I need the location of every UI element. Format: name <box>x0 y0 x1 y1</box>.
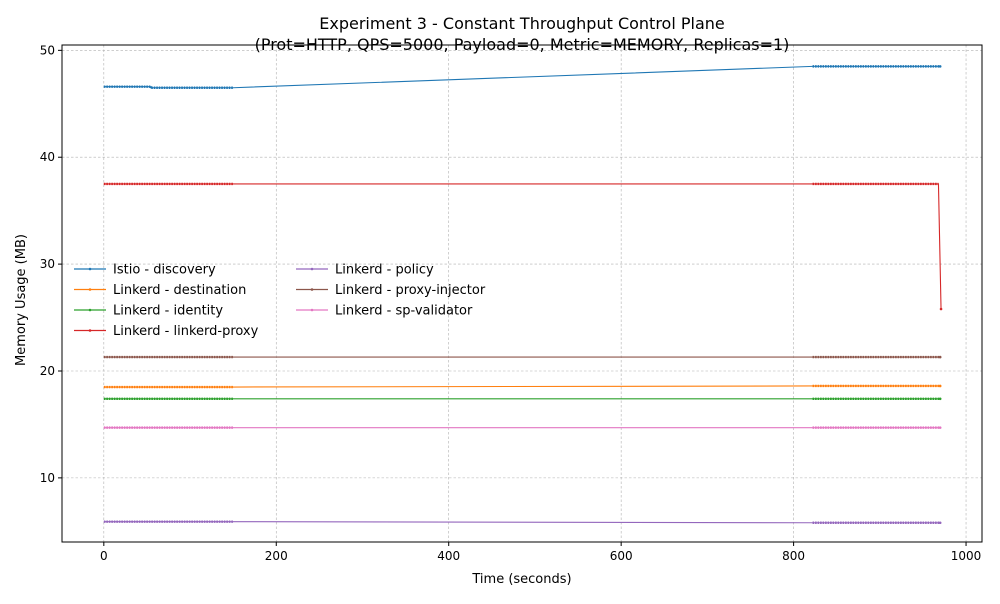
legend-item: Linkerd - identity <box>74 304 223 319</box>
legend-marker <box>88 288 92 291</box>
x-tick-label: 1000 <box>951 549 982 563</box>
legend-item: Linkerd - policy <box>296 263 434 278</box>
x-tick-label: 200 <box>265 549 288 563</box>
series-markers <box>149 85 153 89</box>
series-0 <box>103 65 942 89</box>
legend-marker <box>310 288 314 291</box>
y-tick-label: 40 <box>40 150 55 164</box>
legend-marker <box>88 308 92 312</box>
legend-label: Linkerd - sp-validator <box>335 304 473 319</box>
series-2 <box>103 397 942 401</box>
y-tick-label: 30 <box>40 257 55 271</box>
legend-marker <box>88 267 92 271</box>
legend-item: Linkerd - destination <box>74 283 246 298</box>
legend-item: Linkerd - proxy-injector <box>296 283 486 298</box>
series-4 <box>103 520 942 525</box>
series-lines <box>103 65 943 525</box>
legend-item: Linkerd - sp-validator <box>296 304 473 319</box>
legend-marker <box>88 329 92 332</box>
axis-ticks: 0 200 400 600 800 1000 10 20 30 40 50 <box>40 43 982 563</box>
legend-label: Linkerd - policy <box>335 263 434 278</box>
legend-label: Linkerd - destination <box>113 283 246 298</box>
chart-subtitle: (Prot=HTTP, QPS=5000, Payload=0, Metric=… <box>255 35 790 54</box>
series-3 <box>103 182 943 311</box>
series-point <box>938 65 942 68</box>
legend-item: Istio - discovery <box>74 263 216 278</box>
x-tick-label: 600 <box>610 549 633 563</box>
legend-label: Istio - discovery <box>113 263 216 278</box>
series-5 <box>103 355 942 359</box>
y-axis-label: Memory Usage (MB) <box>14 234 29 366</box>
series-point <box>938 355 942 359</box>
x-tick-label: 800 <box>782 549 805 563</box>
grid <box>62 45 982 542</box>
chart-title: Experiment 3 - Constant Throughput Contr… <box>319 14 725 33</box>
series-point <box>938 521 942 525</box>
series-point <box>938 384 942 388</box>
plot-frame <box>61 44 983 543</box>
legend: Istio - discovery Linkerd - destination Li… <box>74 263 486 339</box>
series-point <box>938 426 942 429</box>
legend-label: Linkerd - proxy-injector <box>335 283 486 298</box>
x-tick-label: 400 <box>437 549 460 563</box>
legend-marker <box>310 267 314 271</box>
series-6 <box>103 426 942 429</box>
series-point <box>938 397 942 401</box>
legend-marker <box>310 308 314 312</box>
y-tick-label: 10 <box>40 471 55 485</box>
legend-label: Linkerd - linkerd-proxy <box>113 324 259 339</box>
legend-item: Linkerd - linkerd-proxy <box>74 324 259 339</box>
x-axis-label: Time (seconds) <box>471 572 571 587</box>
x-tick-label: 0 <box>100 549 108 563</box>
y-tick-label: 50 <box>40 43 55 57</box>
y-tick-label: 20 <box>40 364 55 378</box>
legend-label: Linkerd - identity <box>113 304 223 319</box>
series-point <box>939 307 943 311</box>
series-line <box>103 65 941 89</box>
series-1 <box>103 384 942 389</box>
